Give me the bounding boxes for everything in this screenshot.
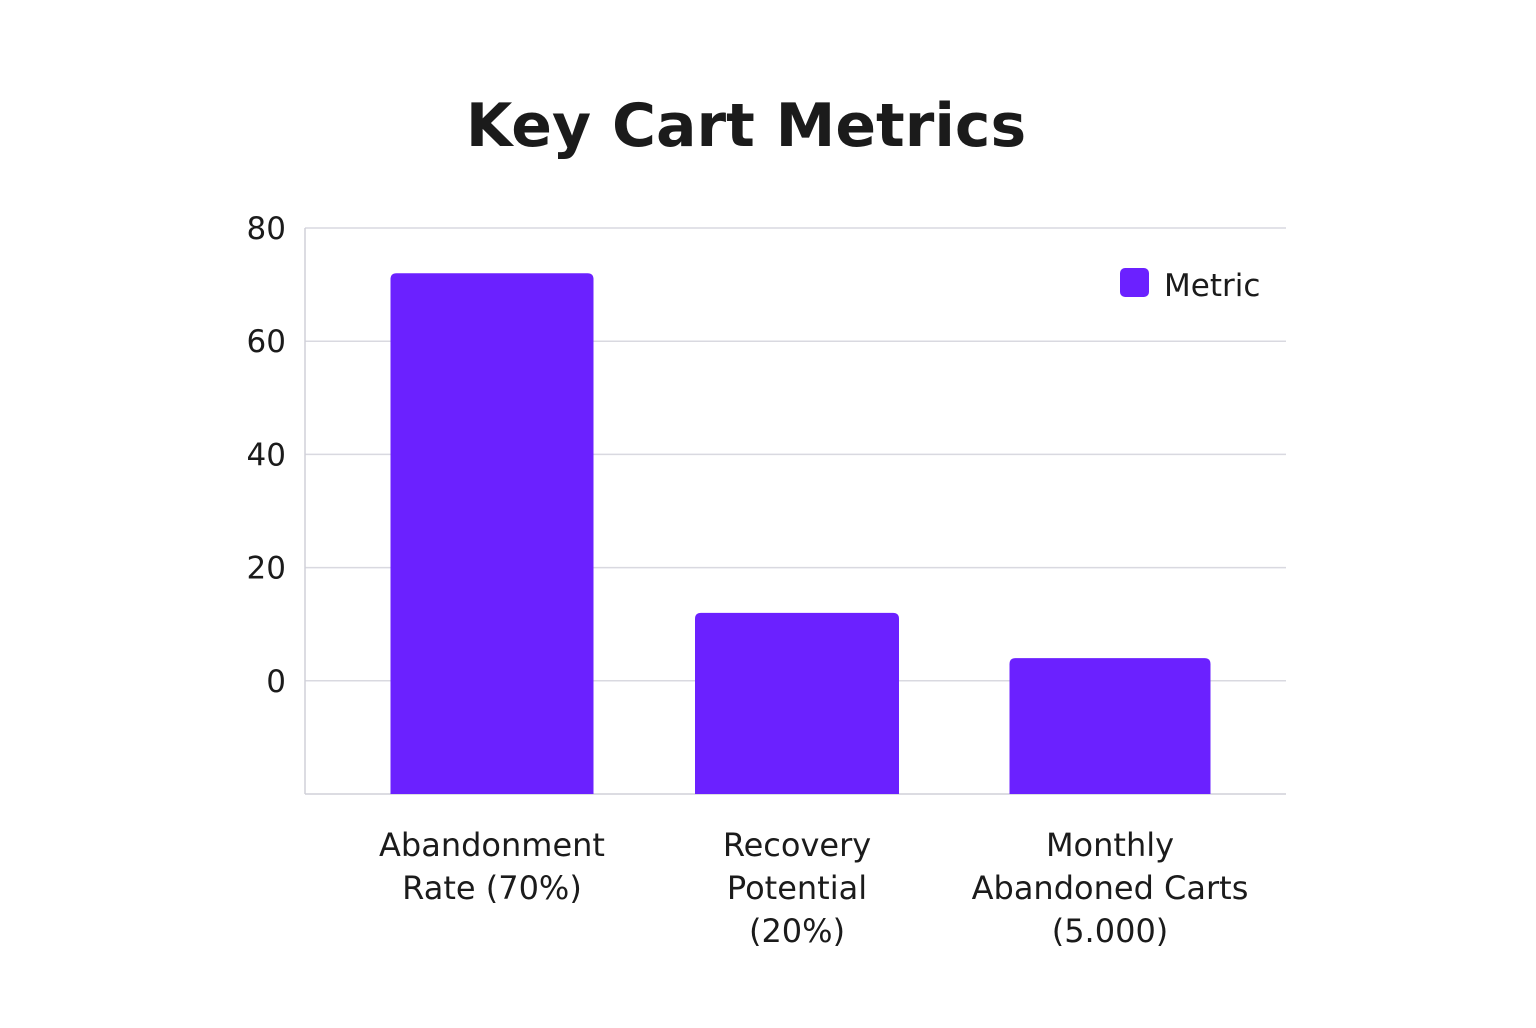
bar-2: [695, 612, 899, 794]
x-category-label-1: Abandonment Rate (70%): [379, 826, 605, 907]
y-tick-label-20: 20: [247, 551, 286, 587]
bars: [390, 273, 1211, 794]
legend-label: Metric: [1164, 268, 1260, 304]
x-category-label-3: Monthly Abandoned Carts (5.000): [972, 826, 1249, 950]
legend: Metric: [1120, 268, 1260, 304]
y-tick-label-0: 0: [266, 664, 286, 700]
x-category-label-2: Recovery Potential (20%): [723, 826, 871, 950]
chart-title: Key Cart Metrics: [466, 91, 1026, 161]
y-axis-ticks: 0 20 40 60 80: [247, 211, 286, 700]
bar-1: [390, 273, 594, 794]
y-tick-label-60: 60: [247, 324, 286, 360]
legend-swatch: [1120, 268, 1149, 297]
y-tick-label-80: 80: [247, 211, 286, 247]
x-axis-categories: Abandonment Rate (70%) Recovery Potential (2…: [379, 826, 1248, 950]
y-tick-label-40: 40: [247, 437, 286, 473]
bar-3: [1009, 658, 1211, 794]
